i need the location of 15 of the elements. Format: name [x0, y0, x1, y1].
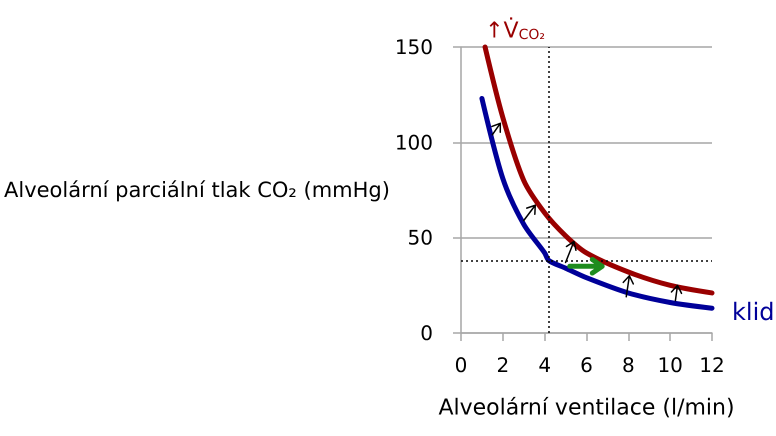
x-tick-label: 12: [699, 353, 725, 377]
x-tick-label: 2: [496, 353, 510, 377]
y-tick-label: 150: [394, 35, 434, 59]
y-tick-label: 50: [408, 226, 434, 250]
series-label: ↑V̇CO₂: [485, 16, 546, 44]
y-tick-label: 100: [394, 130, 434, 154]
x-axis-title: Alveolární ventilace (l/min): [438, 396, 735, 420]
series-label: klid: [732, 298, 774, 326]
x-tick-label: 8: [622, 353, 635, 377]
x-tick-label: 0: [454, 353, 468, 377]
x-tick-label: 4: [538, 353, 552, 377]
y-axis-title: Alveolární parciální tlak CO₂ (mmHg): [4, 178, 390, 202]
x-tick-label: 10: [657, 353, 683, 377]
x-tick-label: 6: [580, 353, 593, 377]
y-tick-label: 0: [420, 321, 434, 345]
